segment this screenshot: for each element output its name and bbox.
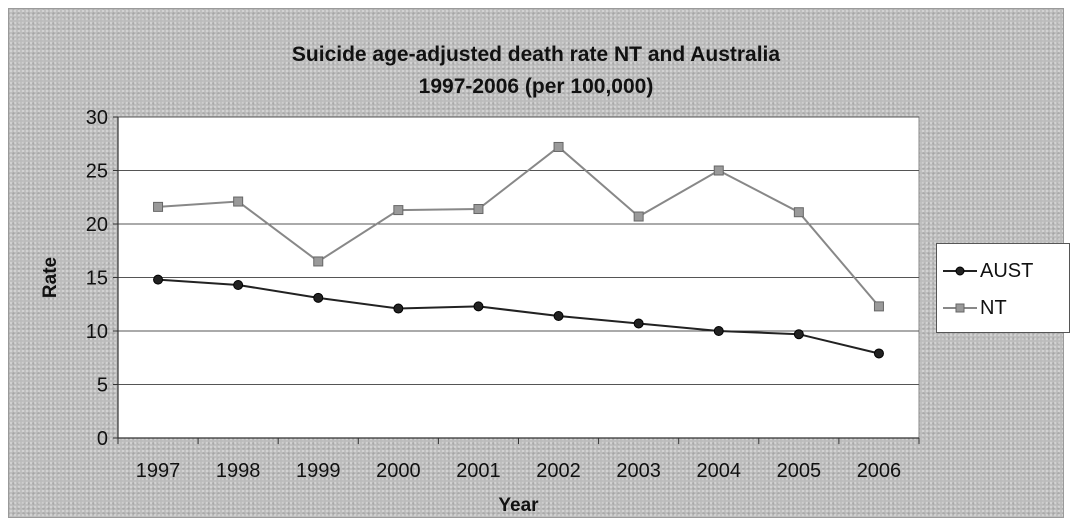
legend-key-nt [943, 303, 977, 313]
point-nt [313, 256, 324, 267]
legend-item-nt: NT [943, 294, 1007, 322]
y-tick-label: 10 [86, 321, 108, 343]
legend: AUST NT [936, 243, 1070, 333]
point-nt [473, 204, 484, 215]
point-nt [873, 301, 884, 312]
point-aust [473, 301, 484, 312]
y-tick-label: 15 [86, 268, 108, 290]
chart-title-line2: 1997-2006 (per 100,000) [418, 75, 654, 98]
chart-area: Suicide age-adjusted death rate NT and A… [8, 8, 1070, 518]
x-axis-title: Year [498, 495, 539, 516]
point-aust [313, 292, 324, 303]
x-tick-label: 2002 [536, 460, 581, 482]
x-tick-label: 2001 [456, 460, 501, 482]
point-aust [393, 303, 404, 314]
x-tick-label: 1999 [296, 460, 341, 482]
point-nt [793, 207, 804, 218]
y-tick-label: 20 [86, 214, 108, 236]
point-nt [713, 165, 724, 176]
y-tick-label: 5 [97, 375, 108, 397]
y-axis-title: Rate [40, 257, 61, 298]
legend-label-aust: AUST [980, 259, 1034, 282]
point-nt [393, 205, 404, 216]
y-tick-label: 30 [86, 107, 108, 129]
chart-svg: 0 5 10 15 20 25 30 1997 1998 1999 2000 2001 2002 2003… [40, 107, 920, 516]
point-nt [233, 196, 244, 207]
point-aust [553, 311, 564, 322]
point-aust [633, 318, 644, 329]
point-aust [153, 274, 164, 285]
series-line-aust [157, 278, 880, 355]
point-nt [553, 141, 564, 152]
point-aust [713, 326, 724, 336]
x-tick-label: 1998 [216, 460, 261, 482]
series-line-nt [157, 145, 880, 308]
y-tick-label: 0 [97, 428, 108, 450]
x-tick-label: 1997 [136, 460, 181, 482]
legend-item-aust: AUST [943, 257, 1033, 285]
legend-key-aust [943, 266, 977, 276]
x-tick-label: 2005 [777, 460, 822, 482]
x-tick-label: 2004 [697, 460, 742, 482]
chart-title-line1: Suicide age-adjusted death rate NT and A… [291, 43, 781, 66]
point-nt [153, 201, 164, 212]
y-tick-label: 25 [86, 161, 108, 183]
x-tick-label: 2003 [616, 460, 661, 482]
x-tick-label: 2006 [857, 460, 902, 482]
point-aust [873, 348, 884, 359]
x-tick-label: 2000 [376, 460, 421, 482]
point-aust [793, 329, 804, 340]
legend-label-nt: NT [980, 296, 1007, 319]
point-nt [633, 211, 644, 222]
point-aust [233, 279, 244, 290]
